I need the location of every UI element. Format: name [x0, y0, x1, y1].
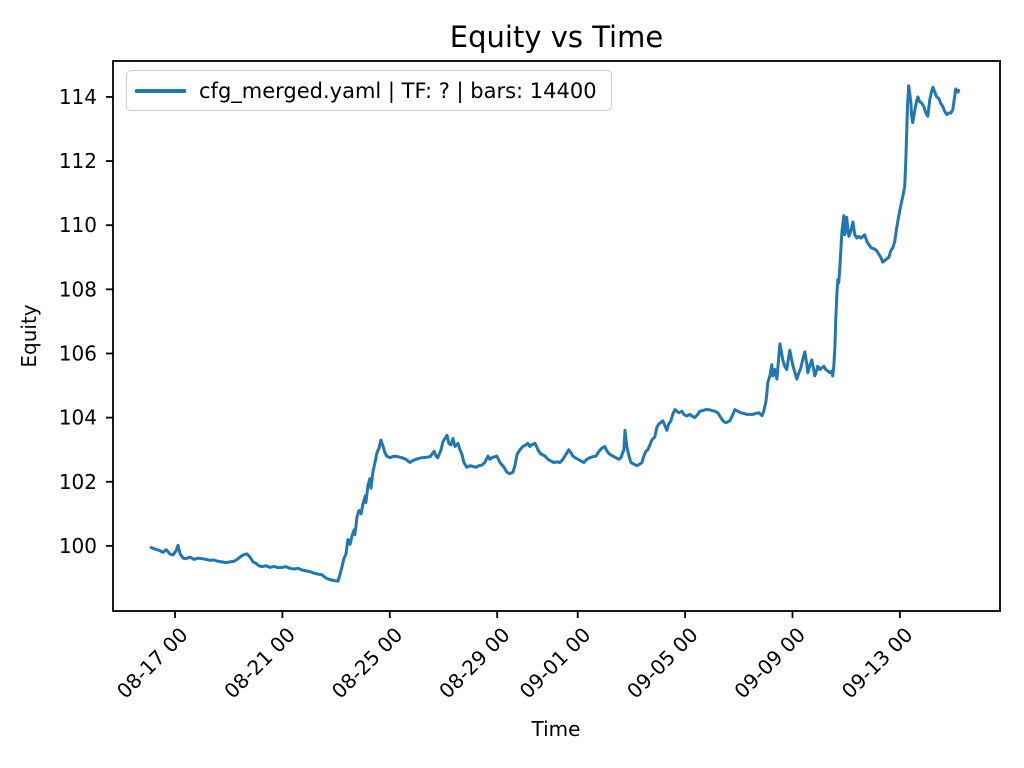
y-tick-label: 112 — [59, 149, 97, 173]
equity-line — [149, 84, 961, 583]
y-tick-label: 104 — [59, 406, 97, 430]
y-tick-label: 102 — [59, 470, 97, 494]
y-tick-label: 106 — [59, 341, 97, 365]
legend-label: cfg_merged.yaml | TF: ? | bars: 14400 — [199, 78, 597, 103]
x-tick-label: 09-09 00 — [729, 623, 810, 704]
legend: cfg_merged.yaml | TF: ? | bars: 14400 — [126, 70, 612, 111]
x-tick-label: 08-17 00 — [112, 623, 193, 704]
x-tick-label: 08-25 00 — [327, 623, 408, 704]
y-tick-label: 100 — [59, 534, 97, 558]
y-tick-label: 108 — [59, 277, 97, 301]
y-tick-label: 114 — [59, 85, 97, 109]
y-axis-label: Equity — [17, 304, 41, 368]
axes-frame — [112, 60, 1001, 612]
chart-title: Equity vs Time — [449, 20, 664, 54]
x-tick-label: 09-13 00 — [837, 623, 918, 704]
x-tick-label: 08-21 00 — [219, 623, 300, 704]
legend-line-sample — [135, 88, 186, 93]
x-tick-label: 08-29 00 — [434, 623, 515, 704]
y-tick-label: 110 — [59, 213, 97, 237]
x-axis-label: Time — [531, 717, 581, 741]
x-tick-label: 09-01 00 — [515, 623, 596, 704]
x-tick-label: 09-05 00 — [622, 623, 703, 704]
